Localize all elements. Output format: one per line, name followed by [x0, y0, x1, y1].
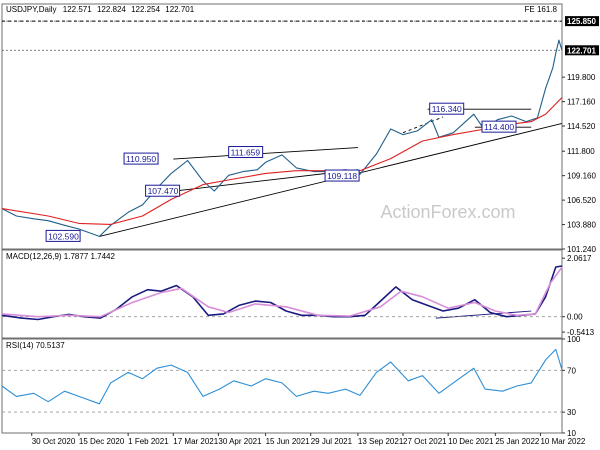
level-annotation-box	[145, 184, 181, 197]
level-annotation: 111.659	[231, 148, 261, 158]
watermark: ActionForex.com	[380, 202, 515, 222]
y-tick-label: 2.0617	[567, 254, 592, 263]
y-tick-label: 103.880	[567, 221, 596, 230]
x-tick-label: 30 Oct 2020	[32, 437, 76, 446]
main-pane-title: USDJPY,Daily 122.571 122.824 122.254 122…	[6, 5, 195, 14]
y-tick-label: 114.520	[567, 122, 596, 131]
y-tick-label: 10	[567, 429, 576, 438]
x-tick-label: 27 Oct 2021	[403, 437, 447, 446]
macd-plot: 2.0617 0.00 -0.5413	[1, 254, 595, 337]
ohlc-open: 122.571	[63, 5, 92, 14]
main-pane: USDJPY,Daily 122.571 122.824 122.254 122…	[1, 3, 599, 254]
macd-pane: MACD(12,26,9) 1.7877 1.7442 2.0617 0.00 -0…	[1, 249, 595, 339]
level-annotation-box	[324, 169, 360, 182]
level-annotation-box	[123, 152, 159, 165]
level-annotation: 109.118	[327, 171, 357, 181]
rsi-pane-title: RSI(14) 70.5137	[6, 341, 65, 350]
x-tick-label: 25 Jan 2022	[495, 437, 540, 446]
y-tick-label: 70	[567, 366, 576, 375]
series-line	[1, 265, 563, 321]
y-tick-label: -0.5413	[567, 328, 595, 337]
rsi-plot: 100 70 30 10	[1, 335, 581, 438]
level-annotation: 110.950	[126, 154, 156, 164]
price-tag: 125.850	[567, 17, 596, 26]
y-tick-label: 117.160	[567, 98, 596, 107]
x-tick-label: 1 Feb 2021	[128, 437, 169, 446]
rsi-pane-frame	[1, 338, 563, 434]
level-annotation: 102.590	[48, 231, 79, 241]
symbol-label: USDJPY,Daily	[6, 5, 57, 14]
level-annotation: 107.470	[148, 186, 179, 196]
level-annotation-box	[481, 120, 517, 133]
fe-label: FE 161.8	[525, 5, 558, 14]
trend-line	[435, 310, 532, 319]
y-tick-label: 119.800	[567, 73, 596, 82]
price-tag-bg	[565, 16, 599, 27]
ohlc-low: 122.254	[131, 5, 160, 14]
rsi-pane: RSI(14) 70.5137 100 70 30 10	[1, 335, 581, 438]
y-tick-label: 100	[567, 335, 581, 344]
series-line	[1, 39, 563, 237]
main-plot: 101.240 103.880 106.520 109.160 111.800 114.5…	[1, 16, 599, 254]
x-tick-label: 17 Mar 2021	[173, 437, 218, 446]
x-tick-label: 15 Jun 2021	[266, 437, 311, 446]
series-line	[1, 348, 563, 405]
macd-pane-title: MACD(12,26,9) 1.7877 1.7442	[6, 252, 116, 261]
x-tick-label: 10 Mar 2022	[540, 437, 585, 446]
price-tag-bg	[565, 45, 599, 56]
main-pane-frame	[1, 3, 563, 250]
y-tick-label: 109.160	[567, 172, 596, 181]
reference-line	[402, 116, 444, 134]
level-annotation: 116.340	[432, 104, 462, 114]
level-annotation-box	[45, 229, 81, 242]
ohlc-high: 122.824	[97, 5, 126, 14]
trend-line	[173, 147, 358, 160]
ohlc-close: 122.701	[165, 5, 194, 14]
x-tick-label: 30 Apr 2021	[218, 437, 262, 446]
x-axis: 30 Oct 2020 15 Dec 2020 1 Feb 2021 17 Mar 2…	[31, 433, 586, 446]
y-tick-label: 30	[567, 408, 576, 417]
x-tick-label: 29 Jul 2021	[311, 437, 353, 446]
series-line	[1, 266, 563, 318]
level-annotation: 114.400	[484, 122, 514, 132]
y-tick-label: 111.800	[567, 147, 595, 156]
x-tick-label: 13 Sep 2021	[358, 437, 404, 446]
price-tag: 122.701	[567, 46, 596, 55]
y-tick-label: 0.00	[567, 313, 583, 322]
x-tick-label: 15 Dec 2020	[79, 437, 125, 446]
y-tick-label: 101.240	[567, 245, 596, 254]
level-annotation-box	[228, 146, 264, 159]
x-tick-label: 10 Dec 2021	[448, 437, 494, 446]
level-annotation-box	[429, 102, 465, 115]
macd-pane-frame	[1, 249, 563, 339]
y-tick-label: 106.520	[567, 196, 596, 205]
